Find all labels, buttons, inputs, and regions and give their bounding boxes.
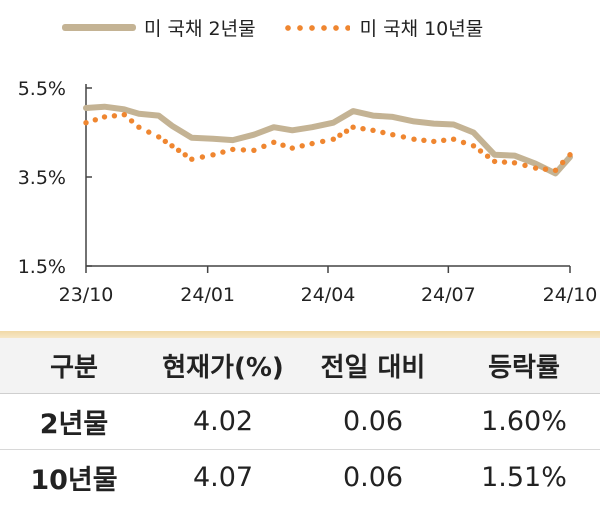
series-dot-10y — [299, 143, 305, 149]
series-dot-10y — [370, 127, 376, 133]
series-dot-10y — [189, 156, 195, 162]
y-tick-label: 3.5% — [18, 167, 66, 189]
series-dot-10y — [532, 165, 539, 171]
row-rate: 1.60% — [481, 406, 567, 437]
series-dot-10y — [552, 167, 559, 173]
header-rate: 등락률 — [488, 353, 560, 383]
legend-label-10y: 미 국채 10년물 — [359, 18, 484, 40]
series-dot-10y — [169, 143, 175, 149]
series-dot-10y — [350, 124, 356, 130]
series-dot-10y — [400, 134, 407, 140]
series-dot-10y — [411, 136, 417, 142]
series-dot-10y — [511, 160, 518, 166]
series-dot-10y — [431, 138, 437, 145]
series-dot-10y — [360, 126, 366, 132]
series-dot-10y — [210, 152, 216, 158]
legend-swatch-10y — [281, 23, 350, 32]
series-line-2y — [83, 103, 573, 177]
row-label: 10년물 — [30, 465, 118, 496]
series-dot-10y — [289, 145, 295, 151]
row-rate: 1.51% — [481, 462, 567, 493]
x-tick-label: 24/04 — [301, 284, 356, 306]
series-dot-10y — [337, 132, 343, 138]
series-dot-10y — [441, 137, 447, 143]
x-tick-label: 24/10 — [543, 284, 598, 306]
x-tick-label: 24/01 — [180, 284, 235, 306]
y-tick-label: 1.5% — [18, 256, 66, 278]
table-header-row: 구분 현재가(%) 전일 대비 등락률 — [0, 338, 600, 394]
legend-item-2y: 미 국채 2년물 — [62, 14, 256, 41]
header-category: 구분 — [50, 353, 98, 383]
chart-legend: 미 국채 2년물 미 국채 10년물 — [62, 14, 509, 41]
table-row: 10년물 4.07 0.06 1.51% — [0, 450, 600, 505]
row-change: 0.06 — [342, 406, 404, 437]
series-dot-10y — [470, 143, 477, 149]
row-change: 0.06 — [342, 462, 404, 493]
series-dot-10y — [261, 143, 267, 149]
row-current: 4.02 — [192, 406, 254, 437]
series-dot-10y — [271, 139, 277, 145]
y-tick-label: 5.5% — [18, 78, 66, 100]
series-dot-10y — [491, 158, 498, 165]
series-dot-10y — [240, 147, 247, 153]
series-dot-10y — [101, 114, 108, 120]
table-row: 2년물 4.02 0.06 1.60% — [0, 394, 600, 450]
x-tick-label: 24/07 — [421, 284, 476, 306]
series-dot-10y — [92, 117, 99, 123]
series-dot-10y — [484, 153, 491, 159]
yield-chart: 1.5% 3.5% 5.5% 23/10 24/01 24/04 24/07 24/10 — [18, 78, 598, 306]
series-dot-10y — [501, 159, 508, 165]
series-dot-10y — [83, 120, 89, 126]
series-dot-10y — [182, 152, 188, 158]
series-dot-10y — [111, 113, 118, 119]
series-dot-10y — [199, 154, 206, 160]
legend-label-2y: 미 국채 2년물 — [144, 18, 256, 40]
series-dot-10y — [309, 140, 315, 147]
row-label: 2년물 — [39, 409, 109, 440]
series-dot-10y — [128, 118, 135, 124]
series-dot-10y — [390, 132, 396, 138]
header-current: 현재가(%) — [162, 353, 284, 383]
series-dot-10y — [477, 148, 484, 154]
legend-swatch-2y — [62, 24, 136, 31]
series-dot-10y — [320, 138, 326, 145]
header-change: 전일 대비 — [320, 353, 426, 383]
row-current: 4.07 — [192, 462, 254, 493]
series-dot-10y — [280, 142, 286, 148]
series-dot-10y — [136, 124, 142, 130]
series-dot-10y — [542, 166, 549, 172]
series-dot-10y — [330, 136, 336, 142]
series-dot-10y — [421, 137, 427, 143]
table-top-bar — [0, 331, 600, 338]
legend-item-10y: 미 국채 10년물 — [281, 14, 484, 41]
series-dot-10y — [146, 129, 152, 135]
series-dot-10y — [162, 138, 168, 145]
series-dot-10y — [460, 139, 467, 146]
series-dot-10y — [567, 152, 573, 158]
yield-table: 구분 현재가(%) 전일 대비 등락률 2년물 4.02 0.06 1.60% … — [0, 331, 600, 505]
series-dot-10y — [522, 162, 528, 169]
series-dot-10y — [156, 134, 162, 140]
series-dot-10y — [175, 147, 182, 153]
series-dot-10y — [251, 147, 257, 153]
series-dot-10y — [450, 136, 457, 142]
series-dot-10y — [560, 159, 566, 166]
x-tick-label: 23/10 — [59, 284, 114, 306]
series-dot-10y — [380, 129, 386, 136]
series-dot-10y — [343, 128, 350, 134]
series-dot-10y — [121, 112, 128, 118]
series-dot-10y — [220, 149, 226, 155]
series-dot-10y — [230, 146, 236, 153]
